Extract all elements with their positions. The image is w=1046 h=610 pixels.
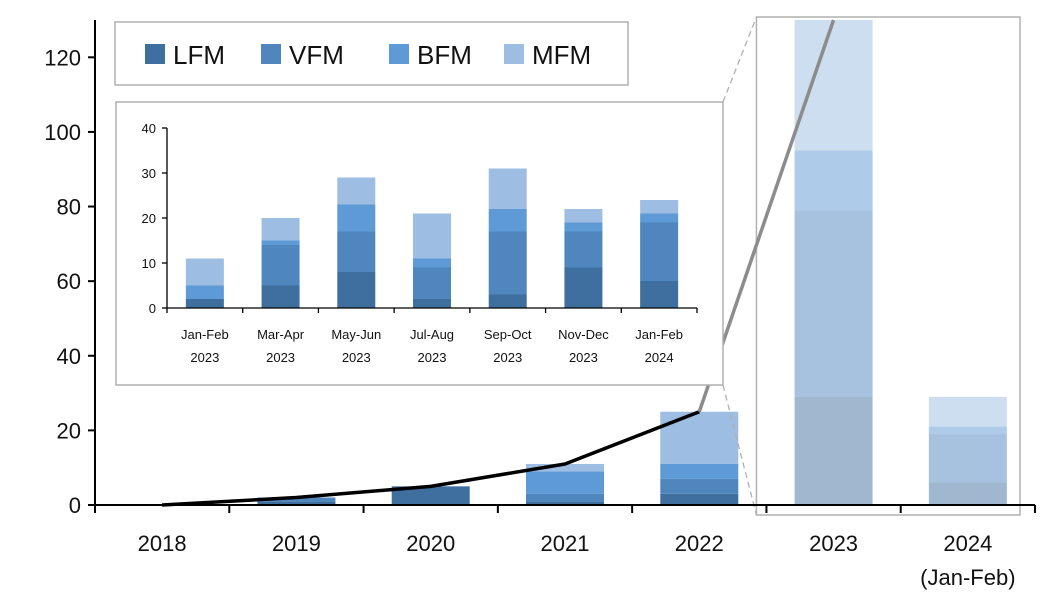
x-tick-label: 2023 [809,531,858,556]
inset-chart: 0 10 20 30 40 Jan-Feb 2023 Mar-Apr 2023 May-Jun 20… [115,101,724,386]
inset-bar-VFM-Mar-Apr-2023 [261,245,300,286]
inset-bar-MFM-Mar-Apr-2023 [261,218,300,241]
legend-label-LFM: LFM [173,40,225,70]
y-tick-label: 100 [44,120,81,145]
inset-bar-LFM-Sep-Oct-2023 [488,294,527,308]
inset-x-tick-label: Jul-Aug [410,327,454,342]
inset-bar-LFM-Jul-Aug-2023 [413,299,451,308]
inset-y-tick-label: 20 [142,211,156,226]
x-tick-label: 2019 [272,531,321,556]
legend-swatch-VFM [261,44,281,64]
bar-MFM-2022 [660,411,739,464]
inset-bar-BFM-Nov-Dec-2023 [564,222,603,232]
zoom-connector-top [722,16,758,103]
bar-VFM-2021 [526,493,604,502]
zoom-connector-bottom [722,384,758,516]
inset-bar-MFM-Jul-Aug-2023 [413,213,451,259]
inset-bar-LFM-Nov-Dec-2023 [564,267,603,308]
inset-bar-LFM-Jan-Feb-2024 [640,281,679,308]
inset-bar-LFM-May-Jun-2023 [337,272,376,308]
x-tick-label: 2018 [138,531,187,556]
bar-MFM-2023 [794,20,873,151]
y-tick-label: 60 [57,269,81,294]
inset-bar-LFM-Mar-Apr-2023 [261,285,300,308]
bar-VFM-2022 [660,478,739,494]
inset-y-tick-label: 40 [142,121,156,136]
bar-VFM-2023 [794,210,873,397]
x-tick-label: 2021 [541,531,590,556]
inset-bar-BFM-Mar-Apr-2023 [261,240,300,245]
zoom-frame [722,16,1021,516]
inset-x-tick-sublabel: 2023 [493,350,522,365]
x-tick-sublabel: (Jan-Feb) [920,565,1015,590]
inset-bar-BFM-Sep-Oct-2023 [488,209,527,232]
bar-BFM-2023 [794,150,873,211]
legend-label-VFM: VFM [289,40,344,70]
bar-VFM-2024 [928,434,1007,483]
inset-x-tick-sublabel: 2023 [569,350,598,365]
legend-swatch-LFM [145,44,165,64]
inset-x-tick-label: May-Jun [331,327,381,342]
x-tick-label: 2024 [943,531,992,556]
y-tick-label: 20 [57,418,81,443]
inset-x-tick-sublabel: 2023 [418,350,447,365]
zoom-frame-box [755,16,1021,516]
inset-x-tick-sublabel: 2023 [190,350,219,365]
inset-bar-VFM-Jan-Feb-2024 [640,222,679,281]
inset-bar-LFM-Jan-Feb-2023 [185,299,224,308]
inset-y-tick-label: 30 [142,166,156,181]
bar-MFM-2024 [928,396,1007,427]
inset-bar-VFM-Sep-Oct-2023 [488,231,527,295]
inset-bar-BFM-Jan-Feb-2024 [640,213,679,223]
y-tick-label: 0 [69,493,81,518]
y-tick-label: 120 [44,45,81,70]
inset-bar-VFM-May-Jun-2023 [337,231,376,272]
legend-swatch-MFM [504,44,524,64]
legend-label-MFM: MFM [532,40,591,70]
legend-swatch-BFM [389,44,409,64]
inset-x-tick-label: Sep-Oct [484,327,532,342]
inset-bar-BFM-Jul-Aug-2023 [413,258,451,268]
inset-bar-VFM-Nov-Dec-2023 [564,231,603,268]
inset-bar-MFM-Sep-Oct-2023 [488,168,527,209]
x-tick-label: 2022 [675,531,724,556]
bar-LFM-2022 [660,493,739,505]
inset-x-tick-label: Mar-Apr [257,327,305,342]
inset-x-tick-label: Jan-Feb [635,327,683,342]
bar-LFM-2024 [928,482,1007,505]
y-tick-label: 40 [57,344,81,369]
x-tick-label: 2020 [406,531,455,556]
trend-line-solid [162,410,700,507]
inset-bar-MFM-Nov-Dec-2023 [564,209,603,223]
bar-VFM-2019 [257,497,336,502]
bar-LFM-2020 [391,486,470,505]
inset-x-tick-sublabel: 2023 [342,350,371,365]
inset-bar-VFM-Jul-Aug-2023 [413,267,451,299]
inset-x-tick-label: Jan-Feb [181,327,229,342]
inset-y-tick-label: 10 [142,256,156,271]
bar-LFM-2019 [257,501,336,505]
inset-bar-MFM-Jan-Feb-2024 [640,200,679,214]
main-bars [257,20,1007,505]
inset-bar-MFM-May-Jun-2023 [337,177,376,205]
legend-box [114,21,629,86]
bar-LFM-2023 [794,396,873,505]
bar-LFM-2021 [526,501,604,505]
inset-bar-MFM-Jan-Feb-2023 [185,258,224,286]
inset-bar-BFM-Jan-Feb-2023 [185,285,224,299]
inset-x-tick-sublabel: 2023 [266,350,295,365]
legend-label-BFM: BFM [417,40,472,70]
bar-BFM-2022 [660,463,739,479]
inset-x-tick-sublabel: 2024 [645,350,674,365]
legend: LFM VFM BFM MFM [114,21,629,86]
inset-bar-BFM-May-Jun-2023 [337,204,376,232]
bar-BFM-2024 [928,426,1007,435]
bar-BFM-2021 [526,471,604,494]
y-tick-label: 80 [57,195,81,220]
inset-y-tick-label: 0 [149,301,156,316]
bar-MFM-2021 [526,463,604,472]
inset-x-tick-label: Nov-Dec [558,327,609,342]
